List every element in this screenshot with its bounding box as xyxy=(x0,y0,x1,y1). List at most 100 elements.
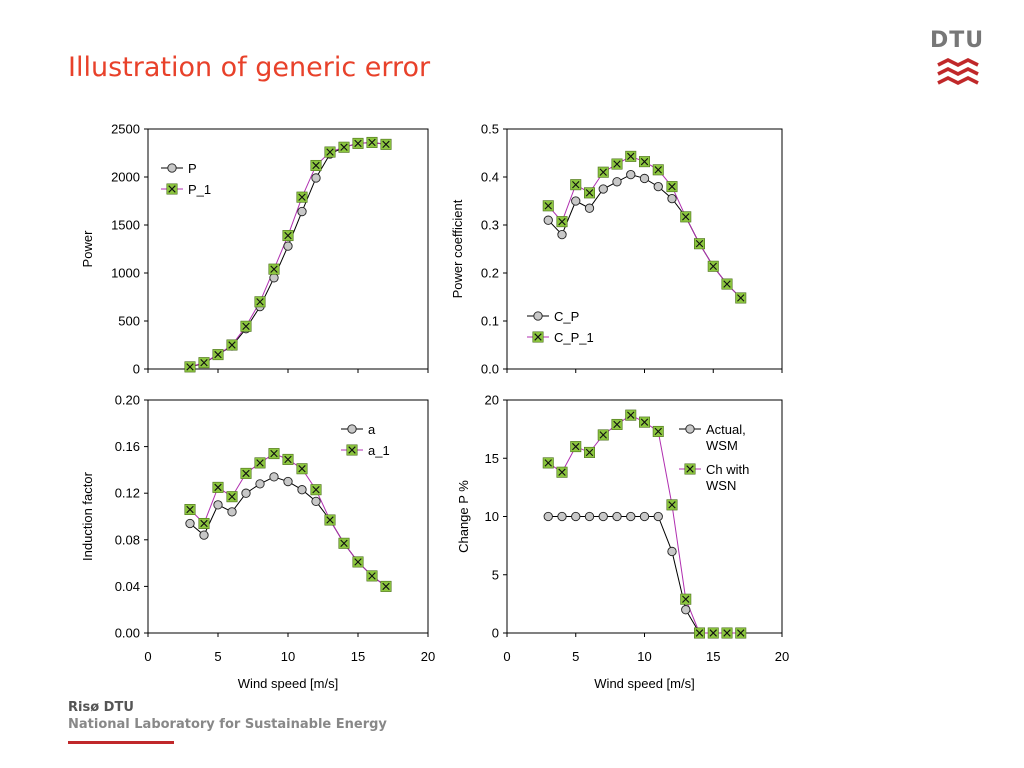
y-tick-label: 2000 xyxy=(111,170,140,185)
data-point xyxy=(296,191,308,203)
data-point xyxy=(324,514,336,526)
series-markers-2 xyxy=(542,150,747,304)
data-point xyxy=(693,238,705,250)
legend-marker xyxy=(533,311,543,321)
legend: P P_1 xyxy=(161,161,211,197)
marker-cross xyxy=(168,185,176,193)
legend: a a_1 xyxy=(341,422,390,458)
y-tick-label: 20 xyxy=(485,393,499,408)
data-point xyxy=(653,511,663,522)
y-tick-label: 0.2 xyxy=(481,266,499,281)
series-markers-2 xyxy=(184,448,392,592)
x-tick-label: 20 xyxy=(775,649,789,664)
marker-cross xyxy=(214,483,222,492)
marker-cross xyxy=(284,455,292,464)
data-point xyxy=(542,200,554,212)
footer-institution: Risø DTU xyxy=(68,700,134,715)
data-point xyxy=(268,263,280,275)
data-point xyxy=(721,278,733,290)
marker-cross xyxy=(695,240,704,248)
data-point xyxy=(557,511,567,522)
data-point xyxy=(311,173,321,183)
marker-cross xyxy=(709,629,717,637)
dtu-logo-icon: DTU xyxy=(930,28,990,94)
data-point xyxy=(556,216,568,228)
marker-cross xyxy=(354,139,362,148)
data-point xyxy=(240,320,252,332)
x-tick-label: 15 xyxy=(351,649,365,664)
data-point xyxy=(543,215,553,225)
marker-cross xyxy=(599,168,607,176)
data-point xyxy=(570,441,582,453)
legend-marker xyxy=(167,163,177,173)
data-point xyxy=(625,409,637,421)
data-point xyxy=(625,150,637,162)
data-point xyxy=(721,627,733,639)
legend-marker xyxy=(347,424,357,434)
data-point xyxy=(213,500,223,510)
data-point xyxy=(338,537,350,549)
marker-cross xyxy=(368,572,376,580)
marker-cross xyxy=(382,582,390,591)
marker-cross xyxy=(214,350,222,359)
data-point xyxy=(680,211,692,223)
data-point xyxy=(380,138,392,150)
y-tick-label: 5 xyxy=(492,567,499,582)
marker-cross xyxy=(312,486,320,494)
data-point xyxy=(653,181,663,192)
y-tick-label: 15 xyxy=(485,451,499,466)
data-point xyxy=(626,169,636,180)
footer-rule xyxy=(68,741,174,744)
data-point xyxy=(626,511,636,522)
y-tick-label: 0.3 xyxy=(481,218,499,233)
x-tick-label: 15 xyxy=(706,649,720,664)
x-tick-label: 10 xyxy=(281,649,295,664)
plot-frame xyxy=(147,399,429,634)
data-point xyxy=(543,511,553,522)
y-tick-label: 0.16 xyxy=(115,439,140,454)
data-point xyxy=(638,156,650,168)
data-point xyxy=(652,164,664,176)
x-tick-label: 20 xyxy=(421,649,435,664)
marker-cross xyxy=(256,298,264,306)
data-point xyxy=(366,136,378,148)
marker-cross xyxy=(354,558,362,566)
marker-cross xyxy=(686,465,694,473)
data-point xyxy=(184,361,196,373)
data-point xyxy=(583,187,595,199)
marker-cross xyxy=(298,465,306,473)
marker-cross xyxy=(186,505,194,514)
legend-label: C_P_1 xyxy=(554,330,594,345)
series-markers-2 xyxy=(184,136,392,373)
legend-marker xyxy=(166,183,178,195)
x-tick-label: 10 xyxy=(637,649,651,664)
data-point xyxy=(311,496,321,507)
data-point xyxy=(735,627,747,639)
marker-cross xyxy=(599,431,607,439)
data-point xyxy=(254,296,266,308)
marker-cross xyxy=(654,166,662,174)
data-point xyxy=(611,418,623,430)
data-point xyxy=(707,627,719,639)
legend-marker xyxy=(684,463,696,475)
marker-cross xyxy=(682,595,690,603)
marker-cross xyxy=(585,189,594,197)
y-axis-label: Induction factor xyxy=(80,471,95,561)
data-point xyxy=(571,511,581,522)
data-point xyxy=(282,230,294,242)
marker-cross xyxy=(654,427,662,436)
data-point xyxy=(254,457,266,469)
marker-cross xyxy=(627,152,635,161)
data-point xyxy=(226,339,238,351)
data-point xyxy=(297,485,307,495)
chart-1: 0 500 1000 1500 2000 2500 Power P P_1 xyxy=(80,122,429,377)
footer-lab-name: National Laboratory for Sustainable Ener… xyxy=(68,717,387,732)
chart-3: 0.00 0.04 0.08 0.12 0.16 0.20 0 5 10 15 20 Inductio… xyxy=(80,393,435,692)
data-point xyxy=(296,463,308,475)
marker-cross xyxy=(723,280,731,288)
y-axis-label: Power coefficient xyxy=(450,199,465,298)
data-point xyxy=(269,273,279,283)
data-point xyxy=(297,206,307,217)
data-point xyxy=(611,158,623,170)
